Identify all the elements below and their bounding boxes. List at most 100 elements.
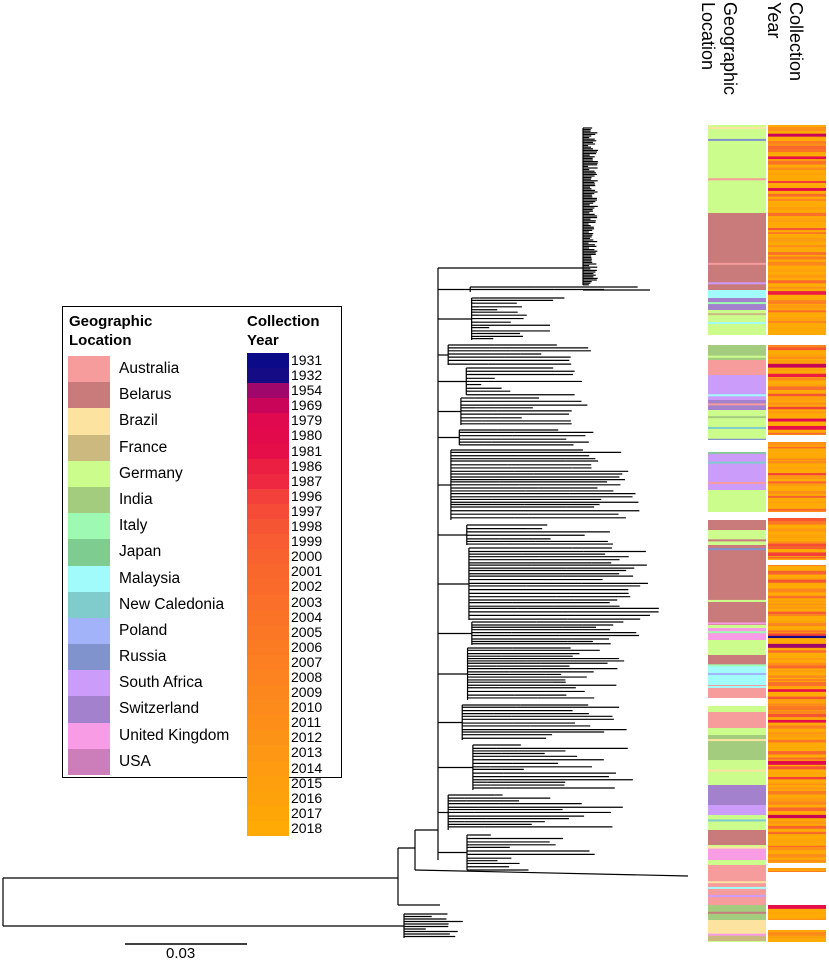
year-legend-label: 2016 [291, 789, 323, 806]
year-color-swatch [247, 564, 289, 580]
year-strip-segment [768, 291, 826, 294]
year-strip-segment [768, 265, 826, 269]
year-color-swatch [247, 745, 289, 761]
geo-strip-segment [708, 548, 766, 551]
year-strip-segment [768, 751, 826, 755]
year-strip-segment [768, 699, 826, 703]
year-strip-segment [768, 739, 826, 743]
geo-color-swatch [68, 748, 110, 775]
year-strip-segment [768, 556, 826, 559]
year-strip-segment [768, 658, 826, 660]
year-strip-segment [768, 600, 826, 602]
year-strip-segment [768, 783, 826, 786]
geo-strip-segment [708, 426, 766, 429]
geo-strip-segment [708, 805, 766, 815]
geo-legend-label: Belarus [119, 386, 172, 404]
geo-strip-segment [708, 545, 766, 600]
year-color-swatch [247, 519, 289, 535]
year-strip-segment [768, 703, 826, 708]
year-strip-segment [768, 237, 826, 242]
year-strip-segment [768, 760, 826, 765]
year-strip-segment [768, 710, 826, 714]
year-strip-segment [768, 425, 826, 430]
geo-strip-segment [708, 355, 766, 358]
year-strip-segment [768, 931, 826, 936]
geo-legend-label: Russia [119, 648, 167, 666]
geo-legend-label: Poland [119, 621, 168, 639]
year-legend-label: 1932 [291, 367, 323, 384]
geographic-location-strip [708, 125, 766, 942]
geo-strip-segment [708, 673, 766, 676]
year-strip-segment [768, 343, 826, 347]
year-strip-segment [768, 347, 826, 351]
geo-strip-segment [708, 438, 766, 441]
geo-strip-segment [708, 881, 766, 884]
year-strip-segment [768, 261, 826, 266]
year-strip-segment [768, 579, 826, 583]
year-legend-label: 2010 [291, 699, 323, 716]
collection-year-strip [768, 125, 826, 942]
geo-color-swatch [68, 722, 110, 749]
year-strip-segment [768, 904, 826, 909]
year-color-swatch [247, 715, 289, 731]
geo-strip-segment [708, 599, 766, 602]
year-strip-segment [768, 936, 826, 938]
year-legend-label: 2018 [291, 819, 323, 836]
year-strip-segment [768, 787, 826, 790]
year-strip-segment [768, 310, 826, 313]
year-strip-segment [768, 790, 826, 795]
year-strip-segment [768, 821, 826, 825]
year-strip-segment [768, 719, 826, 723]
geo-strip-segment [708, 785, 766, 805]
year-color-swatch [247, 594, 289, 610]
year-strip-segment [768, 611, 826, 616]
geo-strip-gap [708, 698, 766, 706]
year-strip-segment [768, 520, 826, 525]
year-strip-segment [768, 731, 826, 736]
year-strip-segment [768, 564, 826, 567]
geo-strip-segment [708, 588, 766, 591]
year-color-swatch [247, 534, 289, 550]
year-strip-segment [768, 148, 826, 153]
year-strip-segment [768, 814, 826, 819]
year-strip-segment [768, 206, 826, 210]
geo-strip-segment [708, 416, 766, 419]
geo-color-swatch [68, 382, 110, 409]
year-strip-segment [768, 583, 826, 586]
geo-legend-title-line1: Geographic [69, 313, 153, 330]
year-strip-segment [768, 320, 826, 324]
year-legend-label: 1979 [291, 412, 323, 429]
geo-strip-segment [708, 655, 766, 665]
year-color-swatch [247, 669, 289, 686]
year-strip-segment [768, 173, 826, 176]
year-strip-segment [768, 859, 826, 863]
year-color-swatch [247, 820, 289, 836]
geo-strip-gap [708, 335, 766, 345]
year-strip-segment [768, 133, 826, 137]
year-strip-segment [768, 446, 826, 449]
year-color-swatch [247, 383, 289, 399]
year-color-swatch [247, 654, 289, 670]
year-strip-gap [768, 863, 826, 868]
geo-strip-segment [708, 520, 766, 530]
year-strip-segment [768, 570, 826, 575]
year-legend-label: 1987 [291, 472, 323, 489]
geo-strip-segment [708, 213, 766, 290]
year-legend-label: 1981 [291, 442, 323, 459]
year-legend-label: 1954 [291, 382, 323, 399]
year-strip-segment [768, 252, 826, 255]
geo-legend-label: France [119, 438, 168, 456]
geo-header-line1: Geographic [720, 2, 740, 96]
geo-color-swatch [68, 486, 110, 514]
year-strip-segment [768, 406, 826, 410]
year-strip-gap [768, 512, 826, 518]
year-strip-gap [768, 920, 826, 930]
year-strip-segment [768, 807, 826, 812]
year-strip-segment [768, 269, 826, 273]
geo-strip-segment [708, 760, 766, 785]
year-strip-segment [768, 393, 826, 397]
year-strip-segment [768, 797, 826, 802]
year-strip-segment [768, 483, 826, 486]
geo-strip-segment [708, 631, 766, 634]
geo-color-swatch [68, 617, 110, 645]
